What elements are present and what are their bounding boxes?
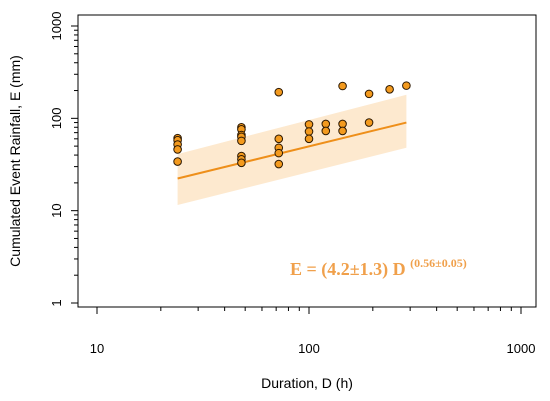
y-axis: 1 10 100 1000: [49, 12, 78, 307]
data-point: [274, 134, 284, 144]
data-point: [304, 134, 314, 144]
data-point: [364, 118, 374, 127]
y-tick-label: 100: [49, 107, 64, 129]
data-point: [338, 81, 347, 91]
data-point: [321, 126, 331, 136]
data-point: [173, 145, 182, 154]
data-point: [338, 119, 347, 129]
x-axis-title: Duration, D (h): [261, 375, 353, 391]
plot-frame: [77, 14, 537, 308]
x-axis: 10 100 1000: [90, 307, 536, 356]
data-point: [321, 119, 331, 129]
x-tick-label: 100: [298, 341, 320, 356]
data-point: [304, 120, 314, 129]
fit-equation-base: E = (4.2±1.3) D: [290, 259, 410, 280]
y-tick-label: 10: [49, 203, 64, 217]
data-point: [237, 158, 246, 168]
fit-equation: E = (4.2±1.3) D (0.56±0.05): [290, 256, 467, 280]
y-tick-label: 1: [49, 299, 64, 306]
x-tick-label: 1000: [507, 341, 536, 356]
fit-equation-exponent: (0.56±0.05): [410, 256, 467, 270]
x-tick-label: 10: [90, 341, 104, 356]
fit-line: [177, 121, 407, 180]
data-point: [274, 159, 284, 169]
data-point: [274, 148, 284, 158]
data-points: [173, 81, 411, 169]
fit-line-layer: [177, 121, 407, 180]
y-tick-label: 1000: [49, 12, 64, 41]
data-point: [402, 81, 411, 90]
data-point: [274, 87, 284, 97]
data-point: [237, 136, 246, 146]
data-point: [364, 89, 374, 99]
data-point: [338, 126, 347, 136]
data-point: [304, 127, 314, 136]
data-point: [173, 157, 182, 166]
data-point: [385, 85, 394, 94]
y-axis-title: Cumulated Event Rainfall, E (mm): [7, 55, 23, 267]
